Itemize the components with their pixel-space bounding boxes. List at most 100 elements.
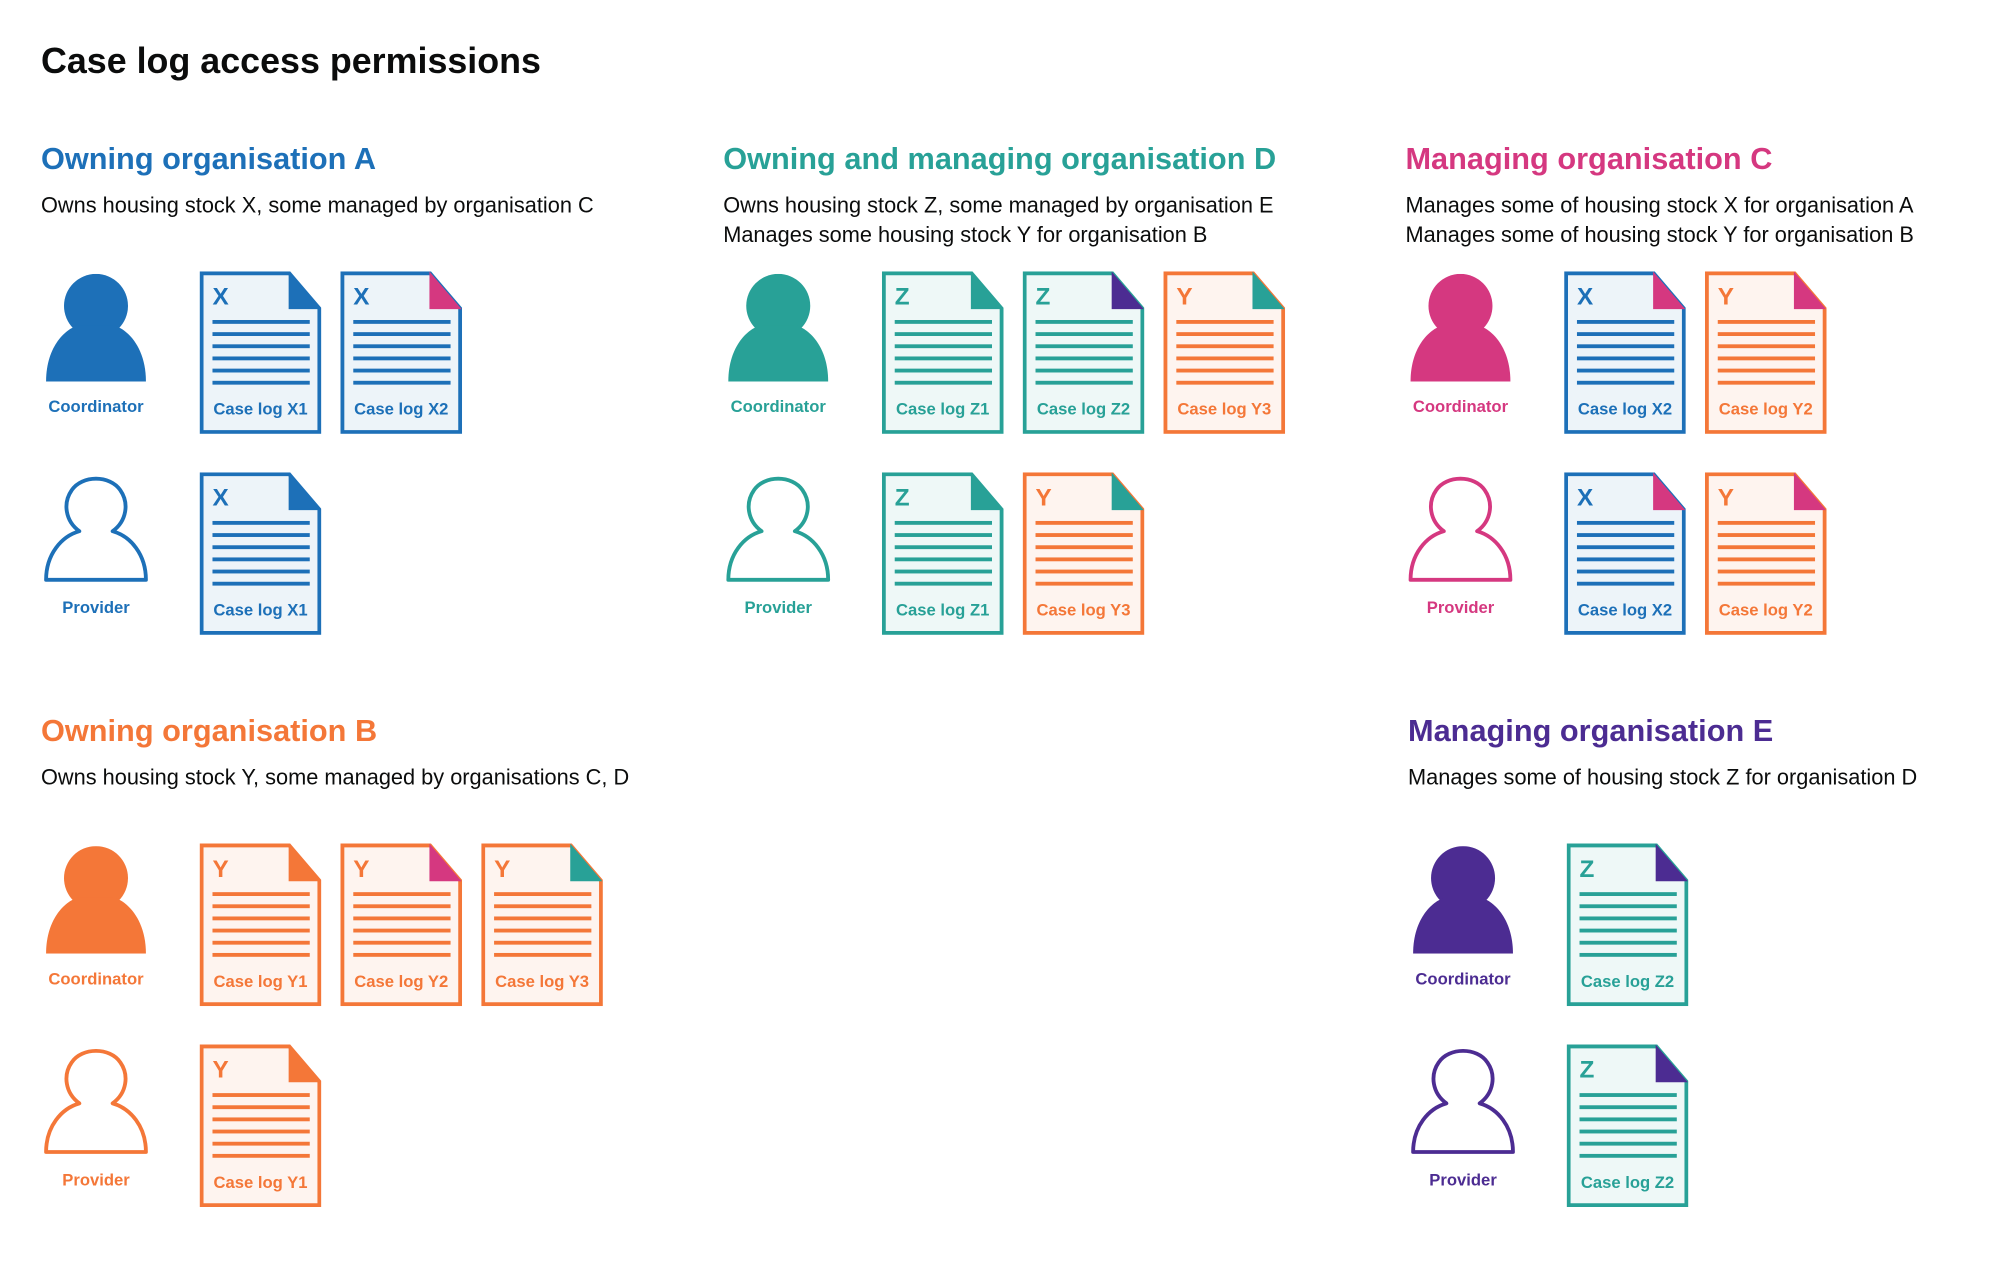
- doc-label: Case log Y1: [214, 972, 308, 991]
- case-log-document-icon[interactable]: Z Case log Z2: [1022, 271, 1145, 434]
- doc-text-line: [1035, 344, 1133, 349]
- case-log-document[interactable]: Y Case log Y1: [199, 1044, 322, 1213]
- case-log-document-icon[interactable]: X Case log X2: [1564, 271, 1686, 434]
- doc-text-line: [894, 332, 992, 336]
- case-log-document[interactable]: X Case log X1: [199, 271, 322, 440]
- case-log-document[interactable]: Y Case log Y3: [481, 843, 603, 1013]
- case-log-document[interactable]: X Case log X2: [340, 271, 463, 440]
- case-log-document[interactable]: Y Case log Y2: [1704, 271, 1827, 440]
- case-log-document-icon[interactable]: Z Case log Z2: [1566, 1044, 1689, 1208]
- case-log-document-icon[interactable]: X Case log X2: [340, 271, 463, 434]
- doc-text-line: [894, 368, 992, 373]
- case-log-document-icon[interactable]: X Case log X1: [199, 271, 322, 434]
- doc-text-line: [1576, 533, 1675, 537]
- case-log-document[interactable]: Z Case log Z2: [1022, 271, 1145, 440]
- case-log-document-icon[interactable]: Z Case log Z2: [1566, 843, 1689, 1007]
- doc-text-line: [1579, 1105, 1677, 1110]
- role-coordinator: Coordinator Z Case log Z2: [1408, 843, 2000, 1013]
- case-log-document-icon[interactable]: Y Case log Y3: [481, 843, 603, 1007]
- doc-text-line: [1035, 380, 1133, 385]
- doc-text-line: [894, 380, 992, 385]
- section-description: Manages some of housing stock Z for orga…: [1408, 763, 1917, 792]
- doc-label: Case log Z2: [1037, 400, 1130, 419]
- coordinator-user: Coordinator: [726, 273, 831, 416]
- role-label: Coordinator: [1412, 396, 1509, 416]
- case-log-document-icon[interactable]: Y Case log Y3: [1022, 472, 1145, 635]
- doc-text-line: [1717, 380, 1816, 385]
- doc-fold-corner: [288, 843, 321, 882]
- doc-text-line: [212, 904, 310, 909]
- doc-text-line: [1576, 320, 1675, 324]
- doc-fold-corner: [1655, 1044, 1688, 1083]
- doc-text-line: [353, 952, 451, 957]
- provider-user: Provider: [1408, 475, 1513, 617]
- doc-stock-letter: X: [1577, 284, 1593, 311]
- doc-text-line: [353, 380, 451, 385]
- doc-text-line: [1576, 356, 1675, 361]
- doc-stock-letter: Z: [895, 485, 910, 512]
- doc-stock-letter: Z: [1036, 284, 1051, 311]
- case-log-document-icon[interactable]: Z Case log Z1: [881, 271, 1004, 434]
- case-log-document[interactable]: X Case log X2: [1564, 271, 1686, 440]
- doc-text-line: [1035, 533, 1133, 537]
- doc-fold-corner: [1111, 472, 1144, 511]
- doc-label: Case log Y1: [214, 1173, 308, 1192]
- case-log-document[interactable]: X Case log X1: [199, 472, 322, 641]
- case-log-document[interactable]: Z Case log Z1: [881, 472, 1004, 641]
- doc-text-line: [212, 520, 310, 525]
- person-filled-icon: [46, 273, 146, 382]
- doc-text-line: [1579, 1093, 1677, 1097]
- doc-stock-letter: X: [1577, 485, 1593, 512]
- description-line: Owns housing stock Z, some managed by or…: [723, 193, 1274, 218]
- doc-text-line: [1035, 581, 1133, 586]
- case-log-document[interactable]: Y Case log Y2: [1704, 472, 1827, 641]
- case-log-document[interactable]: Y Case log Y2: [340, 843, 463, 1013]
- case-log-document-icon[interactable]: Y Case log Y2: [340, 843, 463, 1007]
- doc-text-line: [212, 1093, 310, 1097]
- doc-text-line: [212, 940, 310, 945]
- provider-user: Provider: [1411, 1047, 1516, 1189]
- doc-label: Case log Z2: [1581, 1173, 1674, 1192]
- doc-text-line: [1717, 368, 1816, 373]
- doc-text-line: [212, 916, 310, 921]
- doc-stock-letter: Y: [353, 856, 369, 883]
- doc-text-line: [212, 569, 310, 574]
- doc-text-line: [353, 940, 451, 945]
- case-log-document-icon[interactable]: X Case log X1: [199, 472, 322, 635]
- doc-text-line: [1176, 344, 1274, 349]
- section-description: Owns housing stock X, some managed by or…: [41, 191, 594, 220]
- role-label: Coordinator: [730, 396, 826, 416]
- doc-text-line: [353, 892, 451, 896]
- case-log-document-icon[interactable]: Z Case log Z1: [881, 472, 1004, 635]
- coordinator-user: Coordinator: [44, 846, 149, 988]
- case-log-document[interactable]: Z Case log Z1: [881, 271, 1004, 440]
- case-log-document-icon[interactable]: Y Case log Y2: [1704, 472, 1827, 635]
- case-log-document-icon[interactable]: Y Case log Y3: [1163, 271, 1286, 434]
- role-label: Provider: [1429, 1169, 1497, 1190]
- case-log-document-icon[interactable]: Y Case log Y2: [1704, 271, 1827, 434]
- doc-fold-corner: [1793, 472, 1827, 511]
- section-heading: Owning organisation B: [40, 714, 378, 749]
- case-log-document[interactable]: Y Case log Y1: [199, 843, 322, 1013]
- doc-text-line: [1579, 892, 1677, 896]
- case-log-document-icon[interactable]: Y Case log Y1: [199, 1044, 322, 1208]
- coordinator-user: Coordinator: [1408, 273, 1513, 416]
- doc-fold-corner: [970, 271, 1003, 310]
- doc-fold-corner: [429, 843, 462, 882]
- case-log-document[interactable]: Z Case log Z2: [1566, 1044, 1689, 1213]
- role-coordinator: Coordinator Y Case log Y1 Y Case log Y2 Y Case…: [41, 843, 681, 1013]
- doc-text-line: [1717, 533, 1816, 537]
- case-log-document[interactable]: Z Case log Z2: [1566, 843, 1689, 1013]
- case-log-document-icon[interactable]: X Case log X2: [1564, 472, 1686, 635]
- doc-text-line: [1576, 581, 1675, 586]
- person-filled-icon: [46, 846, 146, 954]
- doc-text-line: [1035, 520, 1133, 525]
- person-filled-icon: [1410, 273, 1511, 382]
- case-log-document[interactable]: Y Case log Y3: [1022, 472, 1145, 641]
- case-log-document[interactable]: Y Case log Y3: [1163, 271, 1286, 440]
- doc-text-line: [353, 344, 451, 349]
- doc-label: Case log Y2: [1719, 400, 1813, 419]
- case-log-document[interactable]: X Case log X2: [1564, 472, 1686, 641]
- doc-text-line: [1035, 332, 1133, 336]
- case-log-document-icon[interactable]: Y Case log Y1: [199, 843, 322, 1007]
